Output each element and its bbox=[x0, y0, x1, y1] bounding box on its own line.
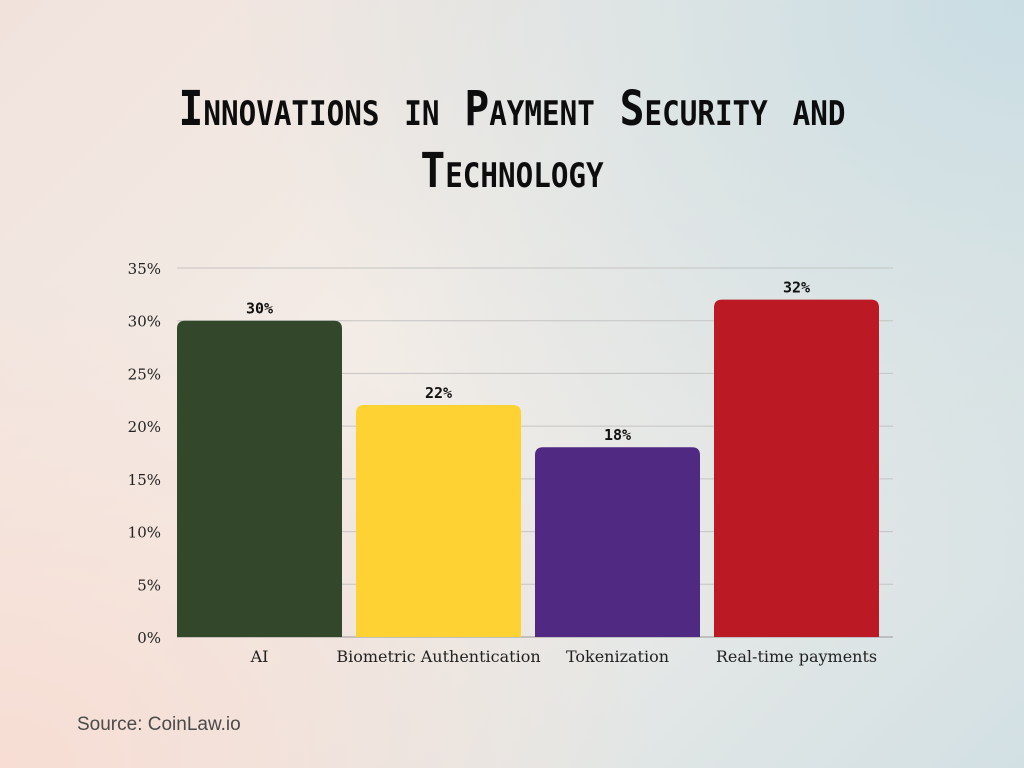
y-tick-label: 35% bbox=[128, 260, 161, 278]
x-tick-label: Real-time payments bbox=[716, 647, 877, 666]
x-axis-ticks: AI Biometric Authentication Tokenization Re… bbox=[250, 647, 878, 666]
x-tick-label: AI bbox=[250, 647, 269, 666]
chart-title: Innovations in Payment Security and Tech… bbox=[178, 81, 846, 199]
y-axis-ticks: 0% 5% 10% 15% 20% 25% 30% 35% bbox=[128, 260, 161, 647]
x-tick-label: Tokenization bbox=[566, 647, 669, 666]
bar bbox=[535, 447, 700, 637]
y-tick-label: 25% bbox=[128, 365, 161, 383]
y-tick-label: 10% bbox=[128, 524, 161, 542]
y-tick-label: 20% bbox=[128, 418, 161, 436]
bar bbox=[714, 299, 879, 637]
x-tick-label: Biometric Authentication bbox=[336, 647, 540, 666]
value-label: 30% bbox=[246, 300, 273, 318]
y-tick-label: 0% bbox=[137, 629, 161, 647]
value-label: 18% bbox=[604, 426, 631, 444]
bar bbox=[177, 320, 342, 637]
y-tick-label: 15% bbox=[128, 471, 161, 489]
y-tick-label: 5% bbox=[137, 576, 161, 594]
bars bbox=[177, 299, 879, 637]
source-note: Source: CoinLaw.io bbox=[77, 714, 241, 735]
y-tick-label: 30% bbox=[128, 313, 161, 331]
value-label: 22% bbox=[425, 384, 452, 402]
value-label: 32% bbox=[783, 279, 810, 297]
bar bbox=[356, 405, 521, 637]
value-labels: 30% 22% 18% 32% bbox=[246, 279, 810, 445]
